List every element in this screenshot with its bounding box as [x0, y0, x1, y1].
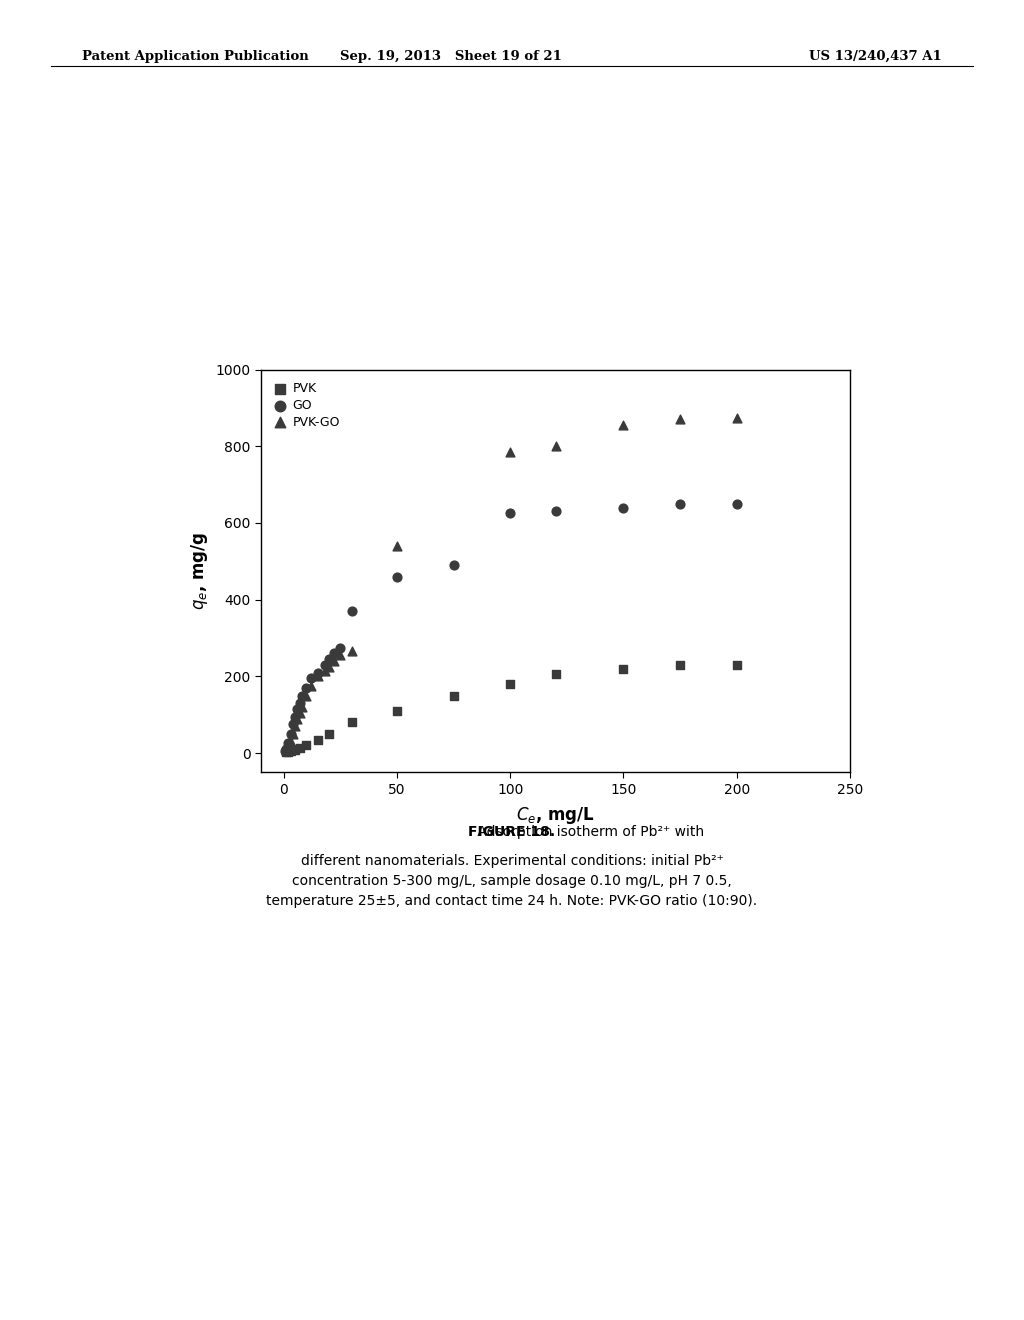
- PVK-GO: [615, 414, 632, 436]
- PVK-GO: [728, 407, 744, 428]
- PVK: [615, 659, 632, 680]
- GO: [303, 668, 319, 689]
- PVK: [343, 711, 359, 733]
- PVK-GO: [289, 708, 305, 729]
- PVK-GO: [285, 723, 301, 744]
- PVK: [547, 664, 563, 685]
- Text: Adsorption isotherm of Pb²⁺ with: Adsorption isotherm of Pb²⁺ with: [473, 825, 705, 840]
- GO: [287, 706, 303, 727]
- GO: [326, 643, 342, 664]
- PVK-GO: [278, 739, 294, 760]
- Text: US 13/240,437 A1: US 13/240,437 A1: [809, 50, 942, 63]
- GO: [615, 498, 632, 519]
- PVK-GO: [321, 656, 337, 677]
- PVK: [728, 655, 744, 676]
- Text: FIGURE 18.: FIGURE 18.: [468, 825, 556, 840]
- GO: [728, 494, 744, 515]
- GO: [672, 494, 688, 515]
- PVK: [287, 739, 303, 760]
- X-axis label: $C_{e}$, mg/L: $C_{e}$, mg/L: [516, 805, 595, 826]
- PVK: [321, 723, 337, 744]
- Text: Sep. 19, 2013   Sheet 19 of 21: Sep. 19, 2013 Sheet 19 of 21: [340, 50, 561, 63]
- Y-axis label: $q_{e}$, mg/g: $q_{e}$, mg/g: [189, 532, 210, 610]
- GO: [321, 648, 337, 669]
- PVK-GO: [316, 660, 333, 681]
- Legend: PVK, GO, PVK-GO: PVK, GO, PVK-GO: [267, 376, 346, 434]
- GO: [292, 693, 308, 714]
- GO: [281, 733, 297, 754]
- PVK: [283, 741, 299, 762]
- Text: Patent Application Publication: Patent Application Publication: [82, 50, 308, 63]
- PVK-GO: [332, 644, 348, 665]
- PVK-GO: [294, 697, 310, 718]
- PVK-GO: [292, 702, 308, 723]
- GO: [309, 661, 326, 682]
- PVK-GO: [309, 665, 326, 686]
- PVK-GO: [298, 685, 314, 706]
- PVK-GO: [502, 441, 518, 462]
- GO: [343, 601, 359, 622]
- PVK-GO: [283, 731, 299, 752]
- PVK: [309, 729, 326, 750]
- GO: [294, 685, 310, 706]
- GO: [298, 677, 314, 698]
- GO: [289, 698, 305, 719]
- PVK-GO: [389, 536, 406, 557]
- PVK: [502, 673, 518, 694]
- Text: different nanomaterials. Experimental conditions: initial Pb²⁺
concentration 5-3: different nanomaterials. Experimental co…: [266, 854, 758, 908]
- PVK-GO: [281, 737, 297, 758]
- GO: [276, 741, 293, 762]
- GO: [285, 714, 301, 735]
- PVK: [672, 655, 688, 676]
- GO: [389, 566, 406, 587]
- PVK: [298, 735, 314, 756]
- PVK: [389, 701, 406, 722]
- PVK-GO: [343, 642, 359, 663]
- GO: [278, 739, 294, 760]
- GO: [445, 554, 462, 576]
- PVK-GO: [326, 651, 342, 672]
- PVK: [281, 742, 297, 763]
- PVK: [292, 738, 308, 759]
- GO: [283, 723, 299, 744]
- PVK-GO: [672, 409, 688, 430]
- GO: [502, 503, 518, 524]
- GO: [547, 500, 563, 521]
- GO: [332, 638, 348, 659]
- PVK: [278, 742, 294, 763]
- PVK-GO: [303, 676, 319, 697]
- GO: [316, 655, 333, 676]
- PVK: [445, 685, 462, 706]
- PVK-GO: [287, 715, 303, 737]
- PVK-GO: [547, 436, 563, 457]
